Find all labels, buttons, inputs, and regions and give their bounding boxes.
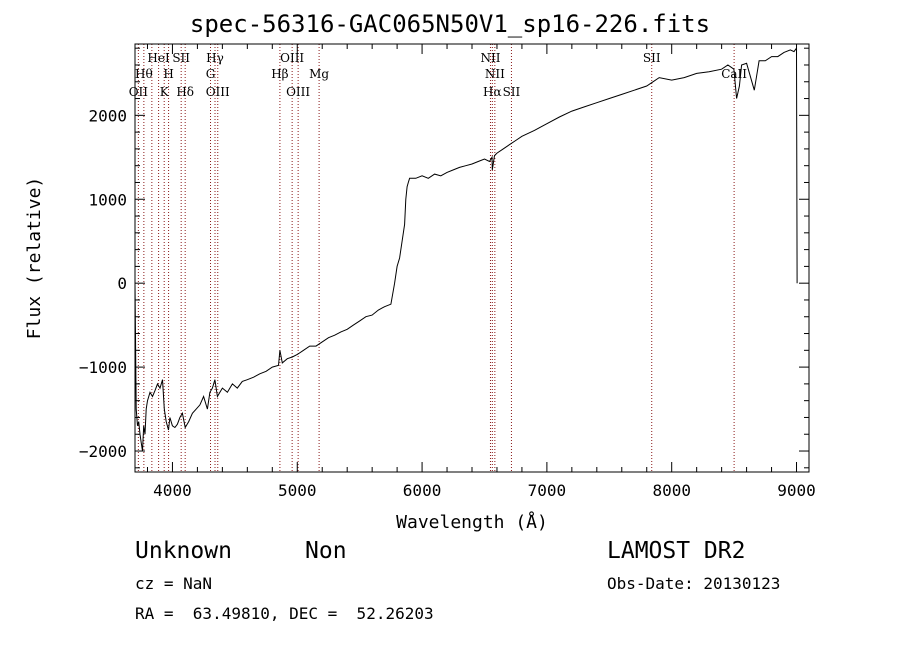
line-marker-label: Hβ — [271, 67, 288, 81]
y-tick-label: 1000 — [88, 190, 127, 209]
object-class: Unknown — [135, 538, 232, 564]
survey-name: LAMOST DR2 — [607, 538, 746, 564]
line-marker-labels: OII Hθ HeI KH SII Hδ G Hγ OIII Hβ OIII OIII Mg NII Hα N… — [129, 51, 748, 99]
line-marker-label: H — [163, 67, 173, 81]
line-markers — [137, 44, 735, 472]
plot-frame — [134, 43, 810, 473]
spectrum-line — [134, 46, 798, 452]
x-tick-label: 6000 — [403, 481, 442, 500]
x-tick-label: 9000 — [777, 481, 816, 500]
y-tick-label: −1000 — [79, 358, 127, 377]
x-tick-label: 7000 — [528, 481, 567, 500]
line-marker-label: OII — [129, 85, 149, 99]
y-tick-label: 0 — [117, 274, 127, 293]
object-subclass: Non — [305, 538, 347, 564]
axis-ticks: 4000 5000 6000 7000 8000 9000 −2000 −1000 0 1000 2… — [79, 44, 816, 500]
line-marker-label: NII — [480, 51, 500, 65]
y-tick-label: −2000 — [79, 442, 127, 461]
line-marker-label: HeI — [147, 51, 170, 65]
line-marker-label: K — [160, 85, 170, 99]
coordinates-ra-dec: RA = 63.49810, DEC = 52.26203 — [135, 604, 434, 623]
line-marker-label: OIII — [206, 85, 230, 99]
page-title: spec-56316-GAC065N50V1_sp16-226.fits — [189, 10, 711, 38]
x-tick-label: 8000 — [652, 481, 691, 500]
line-marker-label: SII — [503, 85, 521, 99]
line-marker-label: Hθ — [135, 67, 153, 81]
x-axis-label: Wavelength (Å) — [396, 511, 548, 533]
y-axis-label: Flux (relative) — [24, 177, 45, 340]
line-marker-label: G — [206, 67, 216, 81]
line-marker-label: SII — [643, 51, 661, 65]
x-tick-label: 5000 — [278, 481, 317, 500]
x-tick-label: 4000 — [153, 481, 192, 500]
line-marker-label: Mg — [309, 67, 329, 81]
observation-date: Obs-Date: 20130123 — [607, 574, 781, 593]
y-tick-label: 2000 — [88, 106, 127, 125]
line-marker-label: Hδ — [176, 85, 194, 99]
line-marker-label: Hα — [483, 85, 502, 99]
line-marker-label: Hγ — [206, 51, 224, 65]
line-marker-label: NII — [485, 67, 505, 81]
line-marker-label: OIII — [280, 51, 304, 65]
redshift-cz: cz = NaN — [135, 574, 213, 593]
line-marker-label: OIII — [286, 85, 310, 99]
line-marker-label: SII — [172, 51, 190, 65]
